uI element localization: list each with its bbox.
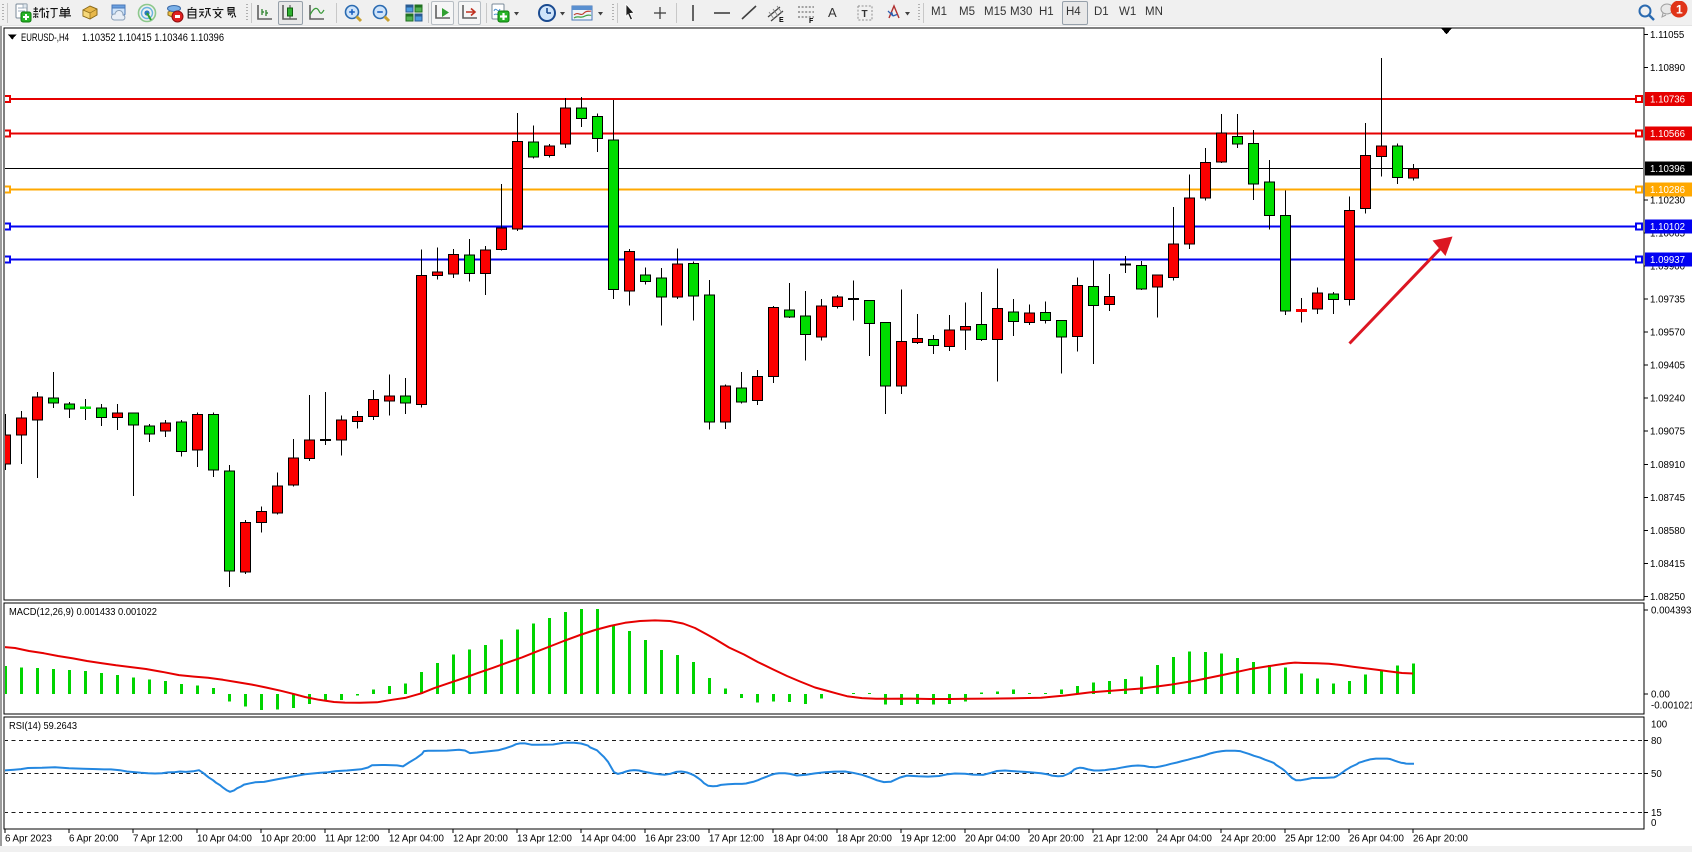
- svg-text:-0.001021: -0.001021: [1651, 701, 1692, 712]
- svg-text:1.08910: 1.08910: [1650, 460, 1686, 471]
- svg-text:80: 80: [1651, 736, 1662, 747]
- svg-text:11 Apr 12:00: 11 Apr 12:00: [325, 834, 380, 845]
- svg-text:21 Apr 12:00: 21 Apr 12:00: [1093, 834, 1149, 845]
- svg-text:1.09735: 1.09735: [1650, 295, 1685, 306]
- svg-text:13 Apr 12:00: 13 Apr 12:00: [517, 834, 573, 845]
- svg-text:20 Apr 04:00: 20 Apr 04:00: [965, 834, 1021, 845]
- svg-text:1.08745: 1.08745: [1650, 493, 1685, 504]
- svg-text:10 Apr 20:00: 10 Apr 20:00: [261, 834, 317, 845]
- svg-text:6 Apr 20:00: 6 Apr 20:00: [69, 834, 119, 845]
- svg-text:12 Apr 04:00: 12 Apr 04:00: [389, 834, 445, 845]
- svg-text:1.10286: 1.10286: [1650, 185, 1685, 196]
- svg-text:0.004393: 0.004393: [1651, 606, 1691, 617]
- svg-text:7 Apr 12:00: 7 Apr 12:00: [133, 834, 183, 845]
- svg-text:RSI(14) 59.2643: RSI(14) 59.2643: [9, 720, 77, 732]
- svg-text:F: F: [809, 18, 814, 23]
- svg-text:1.08415: 1.08415: [1650, 559, 1685, 570]
- svg-text:24 Apr 04:00: 24 Apr 04:00: [1157, 834, 1213, 845]
- svg-text:50: 50: [1651, 769, 1662, 780]
- svg-text:100: 100: [1651, 720, 1668, 731]
- svg-text:1.10230: 1.10230: [1650, 195, 1686, 206]
- svg-text:26 Apr 20:00: 26 Apr 20:00: [1413, 834, 1469, 845]
- svg-text:1.10890: 1.10890: [1650, 63, 1686, 74]
- svg-text:1.10396: 1.10396: [1650, 164, 1685, 175]
- svg-text:18 Apr 04:00: 18 Apr 04:00: [773, 834, 829, 845]
- svg-text:16 Apr 23:00: 16 Apr 23:00: [645, 834, 701, 845]
- svg-text:17 Apr 12:00: 17 Apr 12:00: [709, 834, 765, 845]
- svg-text:T: T: [862, 9, 868, 20]
- svg-text:20 Apr 20:00: 20 Apr 20:00: [1029, 834, 1085, 845]
- svg-text:1.08250: 1.08250: [1650, 592, 1686, 603]
- svg-text:1.11055: 1.11055: [1650, 30, 1684, 41]
- svg-text:25 Apr 12:00: 25 Apr 12:00: [1285, 834, 1341, 845]
- svg-text:0: 0: [1651, 818, 1657, 829]
- svg-text:12 Apr 20:00: 12 Apr 20:00: [453, 834, 509, 845]
- svg-text:1.10566: 1.10566: [1650, 129, 1685, 140]
- svg-text:1.10352 1.10415 1.10346 1.1039: 1.10352 1.10415 1.10346 1.10396: [82, 32, 224, 44]
- svg-text:1.10102: 1.10102: [1650, 222, 1685, 233]
- svg-text:1.09240: 1.09240: [1650, 394, 1686, 405]
- svg-text:1.09570: 1.09570: [1650, 328, 1686, 339]
- svg-text:1.09900: 1.09900: [1650, 262, 1686, 273]
- svg-text:1.09937: 1.09937: [1650, 255, 1685, 266]
- svg-text:EURUSD-,H4: EURUSD-,H4: [21, 32, 69, 44]
- svg-text:26 Apr 04:00: 26 Apr 04:00: [1349, 834, 1405, 845]
- svg-text:24 Apr 20:00: 24 Apr 20:00: [1221, 834, 1277, 845]
- svg-text:MACD(12,26,9) 0.001433 0.00102: MACD(12,26,9) 0.001433 0.001022: [9, 606, 157, 618]
- svg-text:15: 15: [1651, 808, 1662, 819]
- svg-text:0.00: 0.00: [1651, 690, 1670, 701]
- svg-text:E: E: [779, 17, 784, 23]
- svg-text:1.10736: 1.10736: [1650, 95, 1685, 106]
- svg-text:19 Apr 12:00: 19 Apr 12:00: [901, 834, 957, 845]
- svg-text:14 Apr 04:00: 14 Apr 04:00: [581, 834, 637, 845]
- svg-text:18 Apr 20:00: 18 Apr 20:00: [837, 834, 893, 845]
- svg-text:1.08580: 1.08580: [1650, 526, 1686, 537]
- svg-text:1.09405: 1.09405: [1650, 361, 1685, 372]
- svg-text:1.09075: 1.09075: [1650, 427, 1685, 438]
- svg-text:1.10065: 1.10065: [1650, 228, 1685, 239]
- svg-text:10 Apr 04:00: 10 Apr 04:00: [197, 834, 253, 845]
- svg-text:6 Apr 2023: 6 Apr 2023: [5, 834, 52, 845]
- svg-text:1: 1: [1676, 3, 1683, 17]
